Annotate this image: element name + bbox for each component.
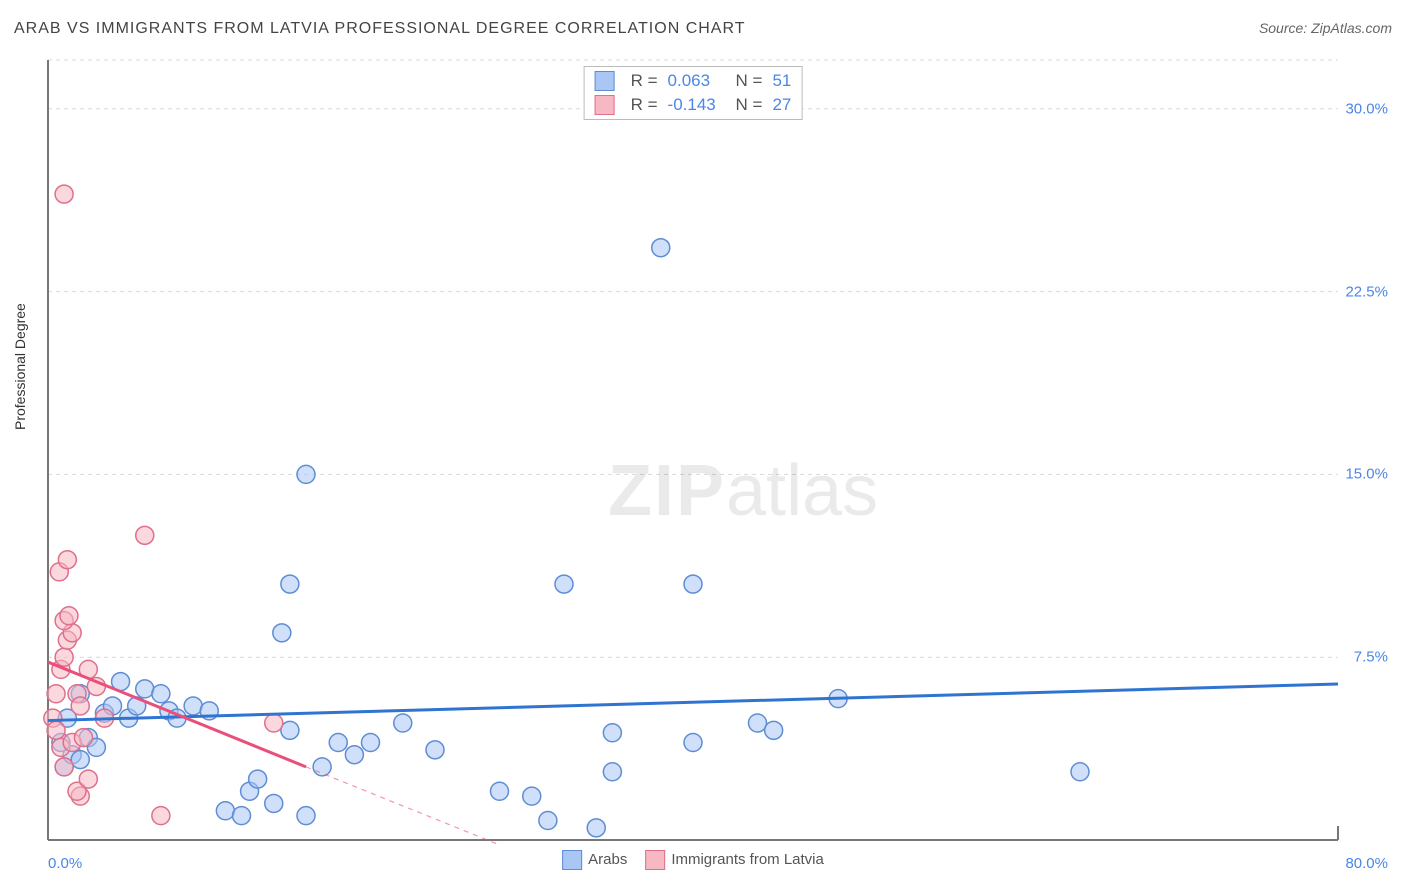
stats-swatch: [595, 71, 615, 91]
data-point: [71, 751, 89, 769]
data-point: [539, 812, 557, 830]
y-tick-label: 22.5%: [1345, 283, 1388, 300]
legend-swatch: [562, 850, 582, 870]
x-max-label: 80.0%: [1345, 855, 1388, 872]
data-point: [491, 782, 509, 800]
data-point: [313, 758, 331, 776]
stats-R-value: 0.063: [668, 71, 726, 91]
data-point: [281, 721, 299, 739]
y-tick-label: 7.5%: [1354, 649, 1388, 666]
trend-line: [48, 684, 1338, 721]
data-point: [684, 575, 702, 593]
data-point: [281, 575, 299, 593]
data-point: [71, 697, 89, 715]
y-tick-label: 30.0%: [1345, 100, 1388, 117]
legend-item: Immigrants from Latvia: [645, 850, 824, 870]
data-point: [74, 729, 92, 747]
data-point: [603, 724, 621, 742]
data-point: [184, 697, 202, 715]
data-point: [249, 770, 267, 788]
data-point: [55, 185, 73, 203]
data-point: [136, 680, 154, 698]
x-min-label: 0.0%: [48, 855, 82, 872]
data-point: [426, 741, 444, 759]
stats-N-value: 51: [772, 71, 791, 91]
data-point: [47, 685, 65, 703]
data-point: [47, 721, 65, 739]
data-point: [394, 714, 412, 732]
legend-bottom: Arabs Immigrants from Latvia: [562, 850, 824, 870]
data-point: [152, 685, 170, 703]
data-point: [765, 721, 783, 739]
data-point: [79, 770, 97, 788]
data-point: [587, 819, 605, 837]
stats-swatch: [595, 95, 615, 115]
y-tick-label: 15.0%: [1345, 466, 1388, 483]
data-point: [555, 575, 573, 593]
y-axis-label: Professional Degree: [12, 303, 28, 430]
legend-item: Arabs: [562, 850, 627, 870]
legend-label: Arabs: [588, 851, 627, 868]
chart-header: ARAB VS IMMIGRANTS FROM LATVIA PROFESSIO…: [14, 20, 1392, 50]
data-point: [60, 607, 78, 625]
source-label: Source: ZipAtlas.com: [1259, 20, 1392, 36]
stats-N-label: N =: [736, 71, 763, 91]
data-point: [58, 551, 76, 569]
data-point: [216, 802, 234, 820]
legend-label: Immigrants from Latvia: [671, 851, 824, 868]
trend-line-ext: [306, 767, 500, 845]
scatter-plot-svg: [48, 60, 1338, 840]
stats-row: R = 0.063 N = 51: [595, 69, 792, 93]
data-point: [329, 734, 347, 752]
legend-swatch: [645, 850, 665, 870]
data-point: [652, 239, 670, 257]
data-point: [233, 807, 251, 825]
data-point: [297, 807, 315, 825]
data-point: [152, 807, 170, 825]
data-point: [265, 794, 283, 812]
stats-row: R = -0.143 N = 27: [595, 93, 792, 117]
stats-R-label: R =: [631, 95, 658, 115]
stats-R-value: -0.143: [668, 95, 726, 115]
data-point: [684, 734, 702, 752]
data-point: [55, 758, 73, 776]
data-point: [523, 787, 541, 805]
stats-N-value: 27: [772, 95, 791, 115]
data-point: [749, 714, 767, 732]
data-point: [362, 734, 380, 752]
stats-R-label: R =: [631, 71, 658, 91]
data-point: [273, 624, 291, 642]
data-point: [55, 648, 73, 666]
chart-title: ARAB VS IMMIGRANTS FROM LATVIA PROFESSIO…: [14, 20, 746, 37]
data-point: [603, 763, 621, 781]
data-point: [265, 714, 283, 732]
data-point: [345, 746, 363, 764]
stats-box: R = 0.063 N = 51 R = -0.143 N = 27: [584, 66, 803, 120]
plot-area: ZIPatlas R =0.063N =51R =-0.143N =27 0.0…: [48, 60, 1338, 840]
data-point: [297, 465, 315, 483]
stats-N-label: N =: [736, 95, 763, 115]
data-point: [1071, 763, 1089, 781]
data-point: [136, 526, 154, 544]
